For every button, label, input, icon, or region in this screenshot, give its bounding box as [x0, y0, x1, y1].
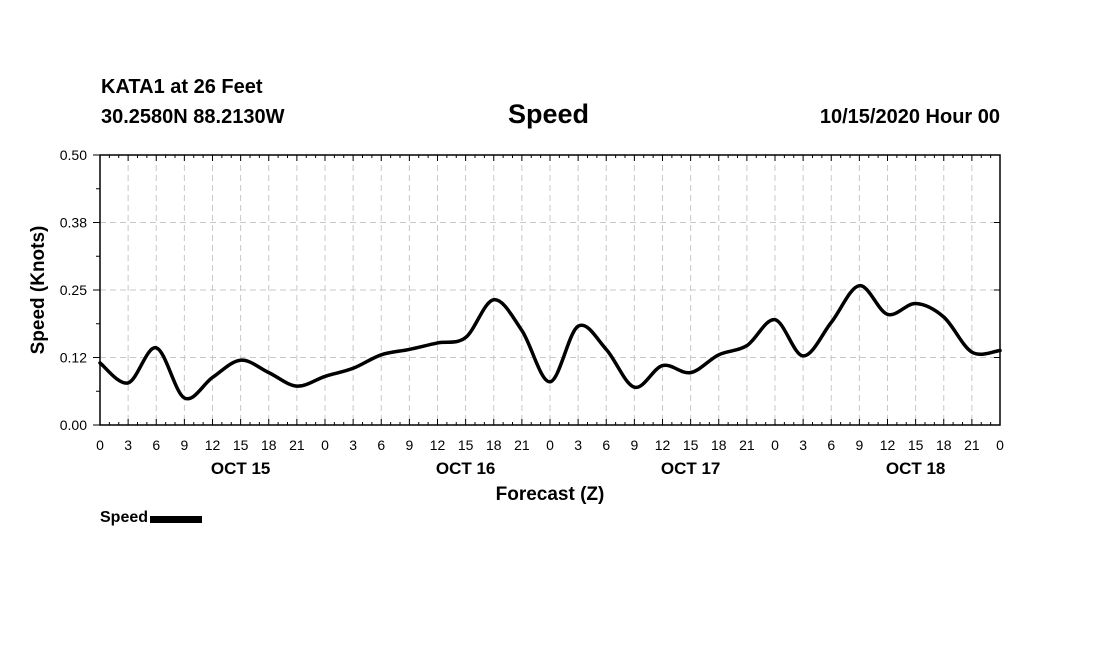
x-tick-label: 3 — [799, 437, 807, 453]
x-tick-label: 15 — [458, 437, 474, 453]
x-tick-label: 18 — [261, 437, 277, 453]
series-line-speed — [98, 283, 1002, 401]
station-coordinates: 30.2580N 88.2130W — [101, 106, 285, 128]
series-layer — [98, 283, 1002, 401]
x-tick-label: 0 — [546, 437, 554, 453]
x-tick-label: 12 — [655, 437, 671, 453]
x-tick-label: 6 — [602, 437, 610, 453]
x-tick-label: 6 — [152, 437, 160, 453]
y-axis-title: Speed (Knots) — [28, 226, 49, 355]
x-tick-label: 18 — [936, 437, 952, 453]
y-tick-label: 0.38 — [60, 215, 87, 231]
x-tick-label: 3 — [349, 437, 357, 453]
x-tick-label: 12 — [880, 437, 896, 453]
x-tick-label: 15 — [683, 437, 699, 453]
chart-grid — [100, 155, 1000, 425]
y-tick-label: 0.00 — [60, 417, 87, 433]
legend-swatch — [150, 516, 203, 523]
axis-labels: 0 3 6 9 12 15 18 21 0 3 6 9 12 15 18 21 0 3 6 9 12 15 18 21 0 3 6 9… — [60, 147, 1004, 478]
chart-legend: Speed — [100, 509, 203, 527]
legend-label: Speed — [100, 509, 149, 526]
date-label: OCT 18 — [886, 459, 946, 478]
chart-title: Speed — [508, 99, 590, 129]
y-tick-label: 0.50 — [60, 147, 87, 163]
x-tick-label: 15 — [233, 437, 249, 453]
x-tick-label: 18 — [486, 437, 502, 453]
y-tick-label: 0.25 — [60, 282, 87, 298]
forecast-datetime: 10/15/2020 Hour 00 — [819, 106, 1000, 128]
x-tick-label: 6 — [377, 437, 385, 453]
x-tick-label: 21 — [289, 437, 305, 453]
x-tick-label: 12 — [205, 437, 221, 453]
x-tick-label: 21 — [964, 437, 980, 453]
x-tick-label: 15 — [908, 437, 924, 453]
x-tick-label: 0 — [996, 437, 1004, 453]
x-tick-label: 12 — [430, 437, 446, 453]
x-tick-label: 6 — [827, 437, 835, 453]
station-label: KATA1 at 26 Feet — [101, 76, 263, 98]
date-label: OCT 15 — [211, 459, 271, 478]
x-tick-label: 9 — [180, 437, 188, 453]
x-tick-label: 9 — [630, 437, 638, 453]
date-label: OCT 17 — [661, 459, 721, 478]
x-tick-label: 18 — [711, 437, 727, 453]
x-tick-label: 9 — [855, 437, 863, 453]
plot-frame — [99, 154, 1001, 426]
x-tick-label: 21 — [514, 437, 530, 453]
x-tick-label: 3 — [124, 437, 132, 453]
x-tick-label: 0 — [96, 437, 104, 453]
x-tick-label: 9 — [405, 437, 413, 453]
y-tick-label: 0.12 — [60, 350, 87, 366]
x-tick-label: 0 — [771, 437, 779, 453]
x-tick-label: 3 — [574, 437, 582, 453]
x-tick-label: 0 — [321, 437, 329, 453]
x-axis-title: Forecast (Z) — [496, 484, 605, 505]
date-label: OCT 16 — [436, 459, 496, 478]
x-tick-label: 21 — [739, 437, 755, 453]
